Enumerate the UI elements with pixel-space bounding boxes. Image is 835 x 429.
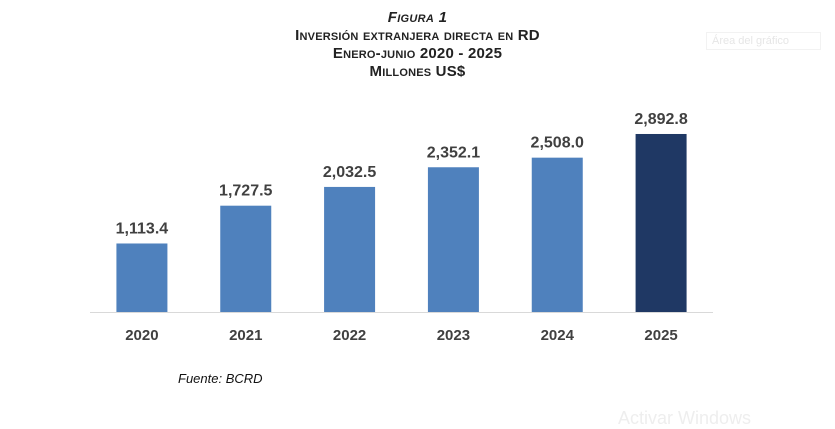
source-note: Fuente: BCRD (178, 371, 263, 386)
bar-2022[interactable] (324, 186, 376, 312)
data-label-2025: 2,892.8 (634, 111, 687, 128)
bar-2021[interactable] (220, 205, 272, 312)
x-tick-2022: 2022 (333, 327, 366, 344)
data-label-2024: 2,508.0 (531, 135, 584, 152)
activate-windows-watermark: Activar Windows (618, 408, 752, 428)
x-tick-2020: 2020 (125, 327, 158, 344)
data-label-2023: 2,352.1 (427, 144, 480, 161)
chart-area-tooltip: Área del gráfico (706, 32, 821, 50)
x-tick-2023: 2023 (437, 327, 470, 344)
bar-2020[interactable] (116, 243, 168, 312)
data-label-2020: 1,113.4 (116, 220, 169, 237)
data-label-2021: 1,727.5 (219, 183, 272, 200)
chart-unit: Millones US$ (369, 63, 466, 80)
chart-title: Inversión extranjera directa en RD (295, 27, 540, 44)
bar-chart[interactable]: 1,113.4 2020 1,727.5 2021 2,032.5 2022 2,352.1… (0, 0, 835, 420)
chart-titles: Figura 1 Inversión extranjera directa en… (0, 8, 835, 81)
x-tick-2024: 2024 (541, 327, 575, 344)
x-tick-2025: 2025 (644, 327, 677, 344)
bar-2024[interactable] (531, 157, 583, 312)
bar-2025[interactable] (635, 133, 687, 312)
x-tick-2021: 2021 (229, 327, 262, 344)
figure-label: Figura 1 (387, 9, 448, 26)
data-label-2022: 2,032.5 (323, 164, 376, 181)
chart-subtitle: Enero-junio 2020 - 2025 (332, 45, 503, 62)
bar-2023[interactable] (427, 167, 479, 312)
